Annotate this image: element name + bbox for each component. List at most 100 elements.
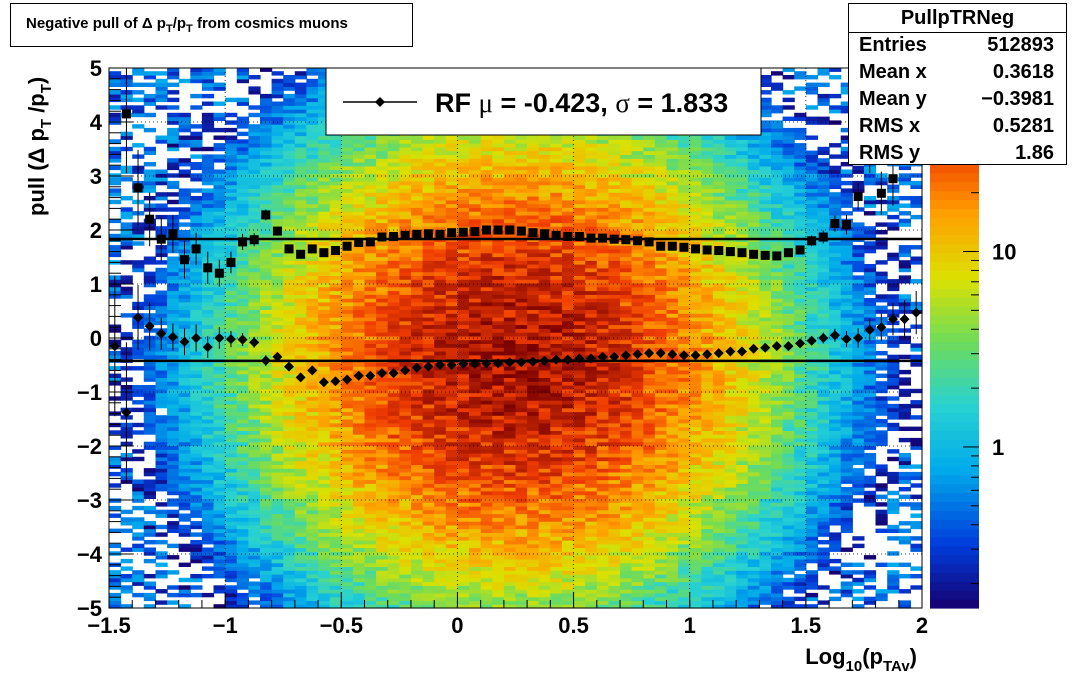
heatmap-cell xyxy=(306,392,319,397)
heatmap-cell xyxy=(352,298,366,303)
heatmap-cell xyxy=(376,309,389,314)
heatmap-cell xyxy=(527,517,540,522)
heatmap-cell xyxy=(225,555,238,560)
heatmap-cell xyxy=(294,154,307,159)
heatmap-cell xyxy=(469,267,482,273)
heatmap-cell xyxy=(457,354,470,360)
heatmap-cell xyxy=(341,540,354,545)
heatmap-cell xyxy=(143,385,156,390)
heatmap-cell xyxy=(492,207,505,212)
heatmap-cell xyxy=(434,332,447,337)
heatmap-cell xyxy=(213,245,226,250)
heatmap-cell xyxy=(190,313,203,318)
heatmap-cell xyxy=(283,226,296,231)
heatmap-cell xyxy=(538,400,551,405)
heatmap-cell xyxy=(457,475,470,481)
heatmap-cell xyxy=(469,199,482,205)
heatmap-cell xyxy=(422,490,435,496)
heatmap-cell xyxy=(120,233,133,239)
heatmap-cell xyxy=(422,309,435,314)
heatmap-cell xyxy=(352,267,366,273)
heatmap-cell xyxy=(271,252,284,258)
heatmap-cell xyxy=(387,558,400,564)
heatmap-cell xyxy=(492,551,505,556)
heatmap-cell xyxy=(422,328,435,333)
heatmap-cell xyxy=(538,596,551,602)
heatmap-cell xyxy=(469,415,482,420)
heatmap-cell xyxy=(387,154,400,159)
heatmap-cell xyxy=(294,188,307,193)
heatmap-cell xyxy=(283,173,296,178)
heatmap-cell xyxy=(492,214,505,220)
heatmap-cell xyxy=(225,604,238,609)
heatmap-cell xyxy=(538,282,551,288)
heatmap-cell xyxy=(236,320,249,326)
heatmap-cell xyxy=(527,324,540,329)
heatmap-cell xyxy=(271,449,284,454)
heatmap-cell xyxy=(178,547,191,552)
heatmap-cell xyxy=(294,169,307,174)
heatmap-cell xyxy=(236,162,249,167)
heatmap-cell xyxy=(411,577,424,583)
heatmap-cell xyxy=(469,347,482,352)
heatmap-cell xyxy=(515,203,528,208)
heatmap-cell xyxy=(387,316,400,322)
heatmap-cell xyxy=(236,366,249,371)
heatmap-cell xyxy=(469,419,482,424)
heatmap-cell xyxy=(318,116,331,121)
heatmap-cell xyxy=(503,555,517,560)
heatmap-cell xyxy=(527,422,540,428)
heatmap-cell xyxy=(445,396,458,401)
heatmap-cell xyxy=(376,505,389,511)
heatmap-cell xyxy=(399,162,412,167)
heatmap-cell xyxy=(387,388,400,394)
heatmap-cell xyxy=(167,543,180,549)
heatmap-cell xyxy=(422,392,435,397)
heatmap-cell xyxy=(318,233,331,239)
heatmap-cell xyxy=(120,521,133,526)
heatmap-cell xyxy=(329,354,342,360)
heatmap-cell xyxy=(283,309,296,314)
heatmap-cell xyxy=(260,422,273,428)
heatmap-cell xyxy=(445,543,458,549)
heatmap-cell xyxy=(492,199,505,205)
heatmap-cell xyxy=(306,154,319,159)
heatmap-cell xyxy=(422,173,435,178)
heatmap-cell xyxy=(294,403,307,409)
heatmap-cell xyxy=(143,494,156,499)
heatmap-cell xyxy=(445,154,458,159)
heatmap-cell xyxy=(492,264,505,269)
heatmap-cell xyxy=(225,513,238,518)
heatmap-cell xyxy=(167,260,180,265)
heatmap-cell xyxy=(411,392,424,397)
heatmap-cell xyxy=(352,313,366,318)
heatmap-cell xyxy=(213,86,226,91)
heatmap-cell xyxy=(109,233,122,239)
heatmap-cell xyxy=(155,471,168,477)
heatmap-cell xyxy=(143,271,156,276)
heatmap-cell xyxy=(225,309,238,314)
heatmap-cell xyxy=(492,574,505,579)
heatmap-cell xyxy=(294,562,307,567)
heatmap-cell xyxy=(492,271,505,276)
heatmap-cell xyxy=(503,392,517,397)
heatmap-cell xyxy=(364,279,377,284)
heatmap-cell xyxy=(143,362,156,367)
heatmap-cell xyxy=(492,320,505,326)
heatmap-cell xyxy=(260,574,273,579)
heatmap-cell xyxy=(503,581,517,586)
heatmap-cell xyxy=(457,464,470,469)
heatmap-cell xyxy=(550,468,563,473)
heatmap-cell xyxy=(352,169,366,174)
heatmap-cell xyxy=(457,135,470,140)
heatmap-cell xyxy=(445,207,458,212)
heatmap-cell xyxy=(387,475,400,481)
heatmap-cell xyxy=(318,154,331,159)
heatmap-cell xyxy=(260,585,273,590)
heatmap-cell xyxy=(445,180,458,186)
heatmap-cell xyxy=(225,282,238,288)
heatmap-cell xyxy=(306,528,319,533)
heatmap-cell xyxy=(364,335,377,341)
heatmap-cell xyxy=(399,490,412,496)
heatmap-cell xyxy=(271,373,284,378)
